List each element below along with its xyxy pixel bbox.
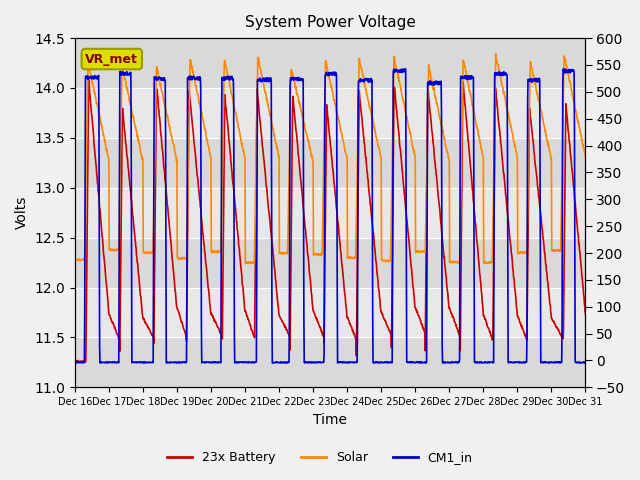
Bar xyxy=(75,38,586,88)
Solar xyxy=(522,250,529,255)
23x Battery xyxy=(71,358,79,364)
23x Battery xyxy=(477,278,484,284)
X-axis label: Time: Time xyxy=(314,413,348,427)
23x Battery xyxy=(84,77,92,83)
Legend: 23x Battery, Solar, CM1_in: 23x Battery, Solar, CM1_in xyxy=(163,446,477,469)
CM1_in xyxy=(522,360,529,365)
Solar xyxy=(582,155,589,160)
Bar xyxy=(75,337,586,387)
23x Battery xyxy=(186,92,193,98)
Line: 23x Battery: 23x Battery xyxy=(75,80,586,362)
Text: VR_met: VR_met xyxy=(85,52,138,66)
Line: CM1_in: CM1_in xyxy=(75,69,586,363)
Line: Solar: Solar xyxy=(75,54,586,264)
Solar xyxy=(247,261,255,266)
CM1_in xyxy=(172,360,180,366)
23x Battery xyxy=(410,291,418,297)
CM1_in xyxy=(185,74,193,80)
Solar xyxy=(492,51,500,57)
CM1_in xyxy=(410,360,418,365)
CM1_in xyxy=(242,359,250,365)
23x Battery xyxy=(582,312,589,317)
Solar xyxy=(172,154,180,160)
Solar xyxy=(410,146,417,152)
CM1_in xyxy=(308,360,316,366)
CM1_in xyxy=(477,360,484,365)
Title: System Power Voltage: System Power Voltage xyxy=(245,15,416,30)
CM1_in xyxy=(401,66,408,72)
Bar xyxy=(75,238,586,288)
23x Battery xyxy=(173,305,180,311)
23x Battery xyxy=(522,334,529,339)
23x Battery xyxy=(243,312,250,317)
CM1_in xyxy=(582,360,589,365)
Solar xyxy=(242,261,250,266)
CM1_in xyxy=(71,359,79,365)
Solar xyxy=(476,139,484,145)
23x Battery xyxy=(74,360,81,365)
Solar xyxy=(71,257,79,263)
Y-axis label: Volts: Volts xyxy=(15,196,29,229)
Bar xyxy=(75,138,586,188)
Solar xyxy=(185,141,193,146)
